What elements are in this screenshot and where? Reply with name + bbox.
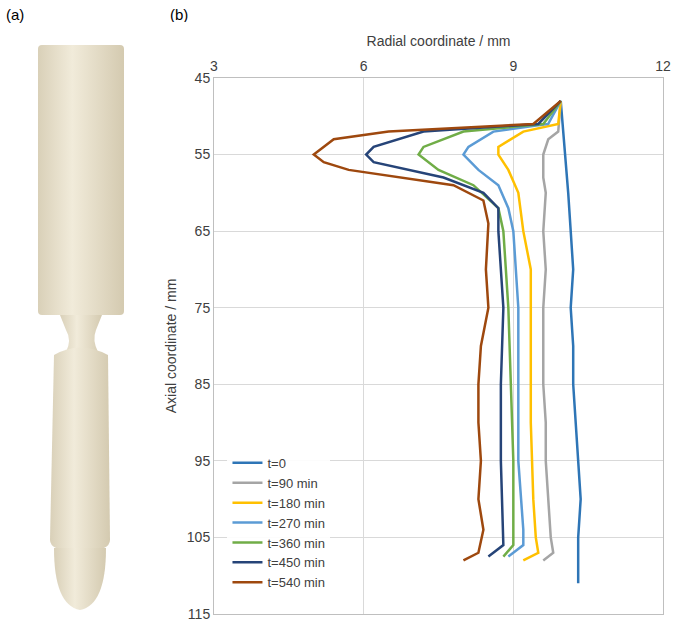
svg-text:45: 45 xyxy=(195,70,211,86)
html-text:(a): (a) xyxy=(6,6,25,23)
svg-text:95: 95 xyxy=(195,453,211,469)
svg-text:Radial coordinate / mm: Radial coordinate / mm xyxy=(367,33,511,49)
html-text:(b): (b) xyxy=(170,6,189,23)
svg-text:t=360 min: t=360 min xyxy=(267,536,324,551)
svg-text:t=540 min: t=540 min xyxy=(267,575,324,590)
svg-text:Axial coordinate / mm: Axial coordinate / mm xyxy=(163,279,179,414)
svg-text:t=180 min: t=180 min xyxy=(267,496,324,511)
svg-text:115: 115 xyxy=(188,606,211,622)
svg-text:75: 75 xyxy=(195,300,211,316)
svg-text:105: 105 xyxy=(187,529,211,545)
svg-text:65: 65 xyxy=(195,223,211,239)
svg-text:t=270 min: t=270 min xyxy=(267,516,324,531)
svg-text:3: 3 xyxy=(210,58,218,74)
svg-text:85: 85 xyxy=(195,376,211,392)
svg-text:55: 55 xyxy=(195,146,211,162)
svg-text:6: 6 xyxy=(360,58,368,74)
svg-text:t=0: t=0 xyxy=(267,456,285,471)
svg-text:t=450 min: t=450 min xyxy=(267,555,324,570)
svg-text:9: 9 xyxy=(509,58,517,74)
svg-text:12: 12 xyxy=(655,58,671,74)
svg-text:t=90 min: t=90 min xyxy=(267,476,317,491)
